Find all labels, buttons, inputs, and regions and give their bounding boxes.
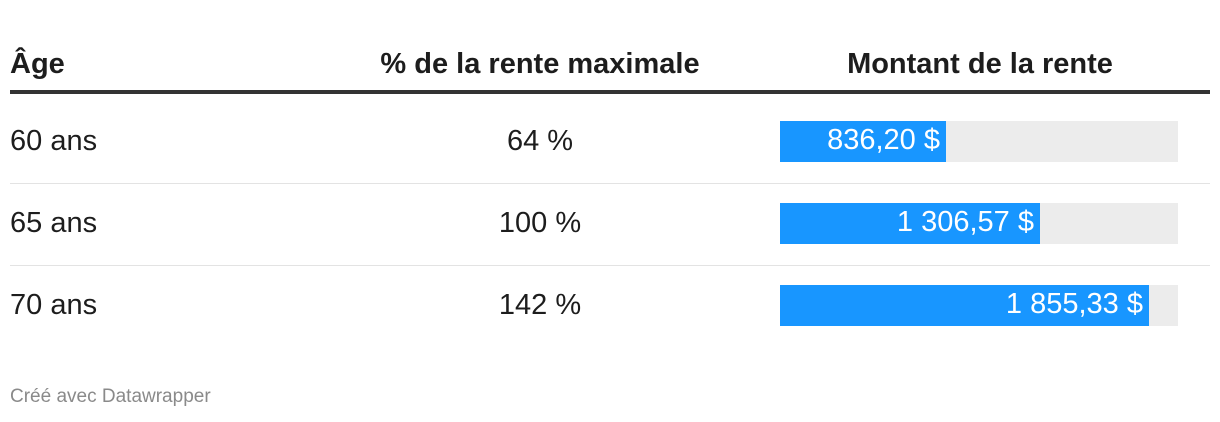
table-row: 70 ans 142 % 1 855,33 $ bbox=[10, 265, 1210, 347]
age-cell: 60 ans bbox=[10, 125, 98, 157]
amount-bar-track: 1 855,33 $ bbox=[780, 285, 1178, 326]
amount-label: 836,20 $ bbox=[827, 124, 940, 156]
amount-bar: 1 855,33 $ bbox=[780, 285, 1149, 326]
age-cell: 70 ans bbox=[10, 289, 98, 321]
amount-bar-track: 1 306,57 $ bbox=[780, 203, 1178, 244]
table-row: 65 ans 100 % 1 306,57 $ bbox=[10, 183, 1210, 266]
header-percent: % de la rente maximale bbox=[380, 48, 700, 80]
amount-label: 1 855,33 $ bbox=[1005, 288, 1143, 320]
age-cell: 65 ans bbox=[10, 207, 98, 239]
datawrapper-credit: Créé avec Datawrapper bbox=[10, 386, 211, 407]
amount-bar-track: 836,20 $ bbox=[780, 121, 1178, 162]
percent-cell: 142 % bbox=[498, 289, 582, 321]
header-amount: Montant de la rente bbox=[847, 48, 1113, 80]
percent-cell: 100 % bbox=[498, 207, 582, 239]
header-age: Âge bbox=[10, 48, 65, 80]
table-header: Âge % de la rente maximale Montant de la… bbox=[10, 40, 1210, 94]
amount-label: 1 306,57 $ bbox=[896, 206, 1034, 238]
percent-cell: 64 % bbox=[506, 125, 574, 157]
amount-bar: 1 306,57 $ bbox=[780, 203, 1040, 244]
amount-bar: 836,20 $ bbox=[780, 121, 946, 162]
table-row: 60 ans 64 % 836,20 $ bbox=[10, 101, 1210, 184]
